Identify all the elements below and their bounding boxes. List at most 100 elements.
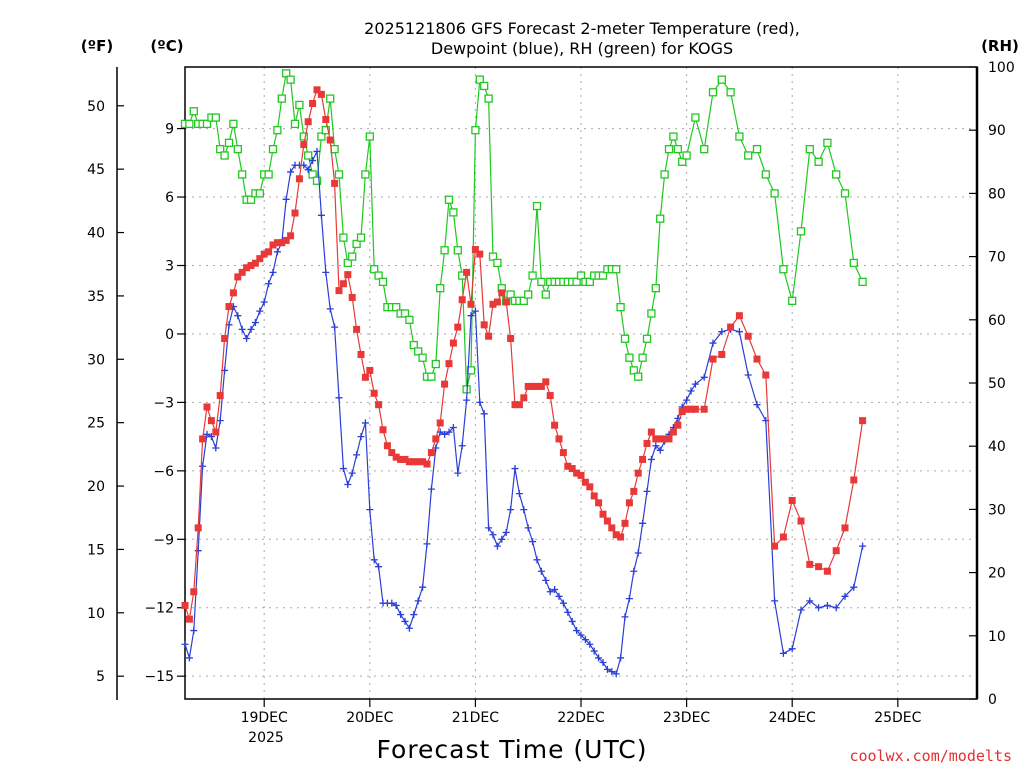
- dewpoint-point: [427, 485, 435, 493]
- rh-point: [528, 271, 537, 280]
- dewpoint-point: [551, 585, 559, 593]
- temperature-point: [454, 323, 462, 331]
- temperature-point: [669, 428, 677, 436]
- dewpoint-point: [647, 455, 655, 463]
- temperature-point: [300, 141, 308, 149]
- rh-point: [572, 277, 581, 287]
- temperature-point: [463, 268, 471, 276]
- dewpoint-point: [507, 506, 515, 514]
- dewpoint-point: [273, 248, 281, 256]
- dewpoint-point: [441, 430, 449, 438]
- temperature-point: [322, 115, 330, 123]
- rh-tick-label: 50: [988, 376, 1006, 392]
- rh-point: [735, 132, 744, 141]
- rh-tick-label: 20: [988, 566, 1006, 582]
- rh-tick-label: 40: [988, 439, 1006, 455]
- temperature-point: [309, 100, 317, 108]
- temperature-point: [273, 239, 281, 247]
- celsius-tick-label: 6: [165, 190, 174, 206]
- temperature-point: [278, 239, 286, 247]
- temperature-point: [515, 401, 523, 409]
- series-plus-group: [181, 147, 867, 678]
- dewpoint-point: [238, 325, 246, 333]
- temperature-point: [304, 118, 312, 126]
- rh-point: [440, 246, 449, 255]
- dewpoint-point: [537, 567, 545, 575]
- rh-point: [414, 347, 423, 356]
- fahrenheit-tick-label: 5: [96, 669, 105, 685]
- temperature-point: [621, 519, 629, 527]
- temperature-point: [661, 435, 669, 443]
- dewpoint-point: [260, 298, 268, 306]
- dewpoint-point: [850, 583, 858, 591]
- rh-point: [519, 296, 528, 305]
- dewpoint-point: [841, 592, 849, 600]
- dewpoint-point: [735, 328, 743, 336]
- temperature-point: [212, 428, 220, 436]
- rh-point: [224, 138, 234, 147]
- dewpoint-point: [489, 531, 497, 539]
- rh-point: [299, 132, 308, 141]
- temperature-point: [357, 350, 365, 358]
- dewpoint-point: [199, 462, 207, 470]
- fahrenheit-tick-label: 45: [87, 162, 105, 178]
- dewpoint-point: [542, 576, 550, 584]
- dewpoint-point: [445, 428, 453, 436]
- temperature-point: [348, 293, 356, 301]
- dewpoint-point: [423, 540, 431, 548]
- rh-point: [484, 94, 493, 103]
- temperature-point: [243, 264, 251, 272]
- temperature-point: [608, 524, 616, 532]
- dewpoint-point: [533, 556, 541, 564]
- dewpoint-point: [181, 640, 189, 648]
- temperature-point: [551, 421, 559, 429]
- rh-point: [304, 151, 313, 160]
- temperature-point: [216, 392, 224, 400]
- temperature-point: [630, 487, 638, 495]
- temperature-point: [445, 360, 453, 368]
- dewpoint-point: [586, 640, 594, 648]
- rh-point: [370, 265, 379, 274]
- dewpoint-point: [564, 608, 572, 616]
- credit-link[interactable]: coolwx.com/modelts: [849, 747, 1012, 765]
- dewpoint-point: [401, 617, 409, 625]
- rh-point: [400, 309, 410, 318]
- fahrenheit-tick-label: 20: [87, 479, 105, 495]
- temperature-point: [185, 615, 193, 623]
- dewpoint-point: [326, 305, 334, 313]
- temperature-point: [405, 458, 413, 466]
- rh-point: [334, 170, 344, 179]
- rh-point: [216, 145, 225, 154]
- dewpoint-point: [212, 444, 220, 452]
- temperature-point: [326, 136, 334, 144]
- dewpoint-point: [485, 524, 493, 532]
- celsius-unit-label: (ºC): [150, 37, 183, 55]
- rh-point: [202, 119, 212, 129]
- rh-point: [541, 290, 550, 299]
- series-line: [185, 71, 864, 390]
- temperature-point: [815, 563, 823, 571]
- chart-title-line2: Dewpoint (blue), RH (green) for KOGS: [431, 39, 733, 58]
- temperature-point: [639, 455, 647, 463]
- temperature-point: [797, 517, 805, 525]
- temperature-point: [251, 259, 259, 267]
- temperature-point: [727, 323, 735, 331]
- temperature-point: [375, 401, 383, 409]
- dewpoint-point: [511, 465, 519, 473]
- dewpoint-point: [185, 654, 193, 662]
- temperature-point: [203, 403, 211, 411]
- rh-point: [273, 126, 282, 135]
- dewpoint-point: [361, 419, 369, 427]
- rh-point: [480, 81, 489, 91]
- temperature-point: [674, 421, 682, 429]
- temperature-point: [190, 588, 198, 596]
- rh-point: [708, 88, 718, 97]
- temperature-point: [388, 449, 396, 457]
- temperature-point: [678, 408, 686, 416]
- celsius-tick-label: 9: [165, 122, 174, 138]
- dewpoint-point: [454, 469, 462, 477]
- dewpoint-point: [788, 645, 796, 653]
- rh-point: [418, 353, 427, 362]
- dewpoint-point: [207, 433, 215, 441]
